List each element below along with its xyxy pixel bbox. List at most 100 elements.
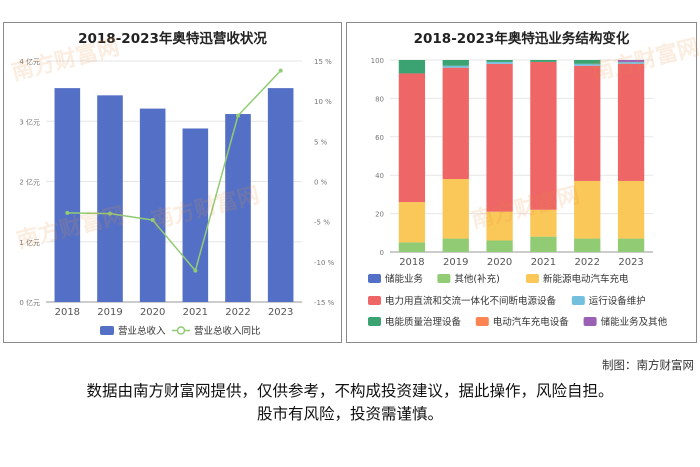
stacked-bar-segment bbox=[530, 61, 557, 210]
stacked-bar-segment bbox=[617, 61, 645, 64]
revenue-bar bbox=[97, 95, 123, 302]
x-tick-label: 2021 bbox=[531, 257, 556, 268]
yoy-growth-line bbox=[67, 70, 282, 273]
x-tick-label: 2023 bbox=[618, 257, 643, 268]
legend-label-revenue: 营业总收入 bbox=[118, 325, 166, 337]
stacked-bar-segment bbox=[617, 60, 645, 62]
legend-swatch bbox=[368, 274, 381, 283]
x-tick-label: 2018 bbox=[399, 257, 424, 268]
y-tick-label: 0 亿元 bbox=[19, 298, 40, 307]
y2-tick-label: 5 % bbox=[314, 138, 328, 146]
stacked-bar-segment bbox=[574, 63, 601, 66]
stacked-bar-segment bbox=[617, 238, 645, 252]
y2-tick-label: 15 % bbox=[314, 58, 332, 66]
legend-swatch bbox=[583, 317, 597, 326]
business-structure-chart-svg: 0 20 40 60 80 100 2018 2019 2020 2021 2022 2023 储能业务… bbox=[368, 57, 668, 328]
stacked-bar-segment bbox=[442, 67, 469, 180]
legend-label-yoy: 营业总收入同比 bbox=[194, 325, 261, 337]
stacked-bar-segment bbox=[486, 240, 513, 252]
revenue-bar bbox=[139, 108, 166, 302]
stacked-bar-segment bbox=[530, 236, 557, 252]
stacked-bar-segment bbox=[398, 73, 426, 203]
y2-tick-label: 10 % bbox=[314, 98, 332, 106]
y-tick-label: 80 bbox=[375, 95, 384, 103]
x-tick-label: 2020 bbox=[487, 257, 512, 268]
stacked-bar-segment bbox=[442, 60, 469, 66]
stacked-bar-segment bbox=[574, 65, 601, 181]
y-tick-label: 1 亿元 bbox=[19, 238, 40, 247]
x-tick-label: 2023 bbox=[268, 307, 293, 318]
x-tick-label: 2018 bbox=[55, 307, 80, 318]
stacked-bar-segment bbox=[574, 238, 601, 252]
legend-label: 新能源电动汽车充电 bbox=[543, 273, 629, 285]
legend-label: 储能业务及其他 bbox=[601, 316, 668, 328]
yoy-growth-point bbox=[278, 68, 283, 73]
x-tick-label: 2019 bbox=[97, 307, 122, 318]
disclaimer-line-2: 股市有风险，投资需谨慎。 bbox=[256, 405, 443, 423]
stacked-bar-segment bbox=[617, 63, 645, 181]
y-tick-label: 100 bbox=[371, 57, 384, 65]
y-tick-label: 0 bbox=[380, 249, 384, 257]
revenue-bar bbox=[225, 114, 251, 303]
legend-label: 电动汽车充电设备 bbox=[493, 316, 570, 328]
x-tick-label: 2022 bbox=[225, 307, 250, 318]
stacked-bar-segment bbox=[574, 60, 601, 64]
stacked-bar-segment bbox=[442, 65, 469, 68]
stacked-bar-segment bbox=[486, 60, 513, 62]
legend-label: 电能质量治理设备 bbox=[385, 316, 462, 328]
revenue-bar bbox=[54, 88, 81, 302]
yoy-growth-point bbox=[193, 268, 198, 273]
legend-swatch bbox=[475, 317, 489, 326]
revenue-bar bbox=[267, 88, 294, 302]
stacked-bar-segment bbox=[617, 180, 645, 239]
stacked-bar-segment bbox=[398, 242, 426, 252]
yoy-growth-point bbox=[65, 210, 70, 215]
y2-tick-label: -10 % bbox=[314, 259, 335, 267]
chart-credit: 制图：南方财富网 bbox=[602, 358, 694, 372]
business-structure-chart-title: 2018-2023年奥特迅业务结构变化 bbox=[413, 31, 630, 47]
legend-swatch bbox=[571, 296, 585, 305]
stacked-bar-segment bbox=[442, 238, 469, 252]
y-tick-label: 40 bbox=[375, 172, 384, 180]
legend-label: 运行设备维护 bbox=[589, 295, 646, 307]
legend-swatch bbox=[437, 274, 451, 283]
yoy-growth-point bbox=[236, 113, 240, 118]
business-structure-chart-panel: 2018-2023年奥特迅业务结构变化 0 20 40 60 80 100 2018 2019… bbox=[346, 22, 697, 343]
stacked-bar-segment bbox=[486, 63, 513, 212]
legend-label: 其他(补充) bbox=[454, 273, 499, 285]
stacked-bar-segment bbox=[442, 179, 469, 239]
yoy-growth-point bbox=[150, 218, 155, 223]
legend-marker-yoy bbox=[176, 326, 186, 335]
stacked-bar-segment bbox=[398, 202, 426, 243]
legend-swatch bbox=[368, 296, 381, 305]
y-tick-label: 2 亿元 bbox=[19, 178, 40, 187]
stacked-bar-segment bbox=[530, 209, 557, 237]
legend-label: 储能业务 bbox=[385, 273, 424, 285]
y2-tick-label: -5 % bbox=[314, 219, 330, 227]
legend-label: 电力用直流和交流一体化不间断电源设备 bbox=[385, 295, 557, 307]
y2-tick-label: -15 % bbox=[314, 299, 335, 307]
legend-swatch bbox=[526, 274, 539, 283]
stacked-bar-segment bbox=[398, 60, 426, 74]
revenue-bar bbox=[182, 128, 209, 302]
x-tick-label: 2020 bbox=[140, 307, 165, 318]
stacked-bar-segment bbox=[486, 61, 513, 64]
y-tick-label: 3 亿元 bbox=[19, 117, 40, 126]
y-tick-label: 60 bbox=[375, 134, 384, 142]
stacked-bar-segment bbox=[574, 180, 601, 239]
disclaimer-line-1: 数据由南方财富网提供，仅供参考，不构成投资建议，据此操作，风险自担。 bbox=[86, 382, 614, 400]
stacked-bar-segment bbox=[486, 211, 513, 241]
revenue-chart-svg: 0 亿元 1 亿元 2 亿元 3 亿元 4 亿元 -15 % -10 % -5 % 0 % 5 %… bbox=[19, 57, 335, 337]
y-tick-label: 20 bbox=[375, 211, 384, 219]
revenue-chart-panel: 2018-2023年奥特迅营收状况 0 亿元 1 亿元 2 亿元 3 亿元 4 亿元 -1… bbox=[3, 22, 342, 343]
legend-swatch bbox=[368, 317, 381, 326]
x-tick-label: 2019 bbox=[443, 257, 468, 268]
x-tick-label: 2022 bbox=[575, 257, 600, 268]
y-tick-label: 4 亿元 bbox=[19, 57, 40, 66]
legend-swatch-revenue bbox=[100, 326, 114, 335]
x-tick-label: 2021 bbox=[183, 307, 208, 318]
yoy-growth-point bbox=[108, 211, 112, 216]
y2-tick-label: 0 % bbox=[314, 179, 328, 187]
revenue-chart-title: 2018-2023年奥特迅营收状况 bbox=[78, 31, 267, 47]
stacked-bar-segment bbox=[530, 60, 557, 62]
